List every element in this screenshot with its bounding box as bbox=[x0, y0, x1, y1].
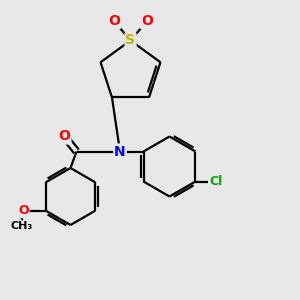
Text: S: S bbox=[125, 34, 136, 47]
Text: O: O bbox=[108, 14, 120, 28]
Text: O: O bbox=[58, 130, 70, 143]
Text: O: O bbox=[18, 204, 28, 217]
Text: CH₃: CH₃ bbox=[11, 221, 33, 231]
Text: Cl: Cl bbox=[209, 175, 223, 188]
Text: O: O bbox=[141, 14, 153, 28]
Text: N: N bbox=[114, 145, 126, 158]
